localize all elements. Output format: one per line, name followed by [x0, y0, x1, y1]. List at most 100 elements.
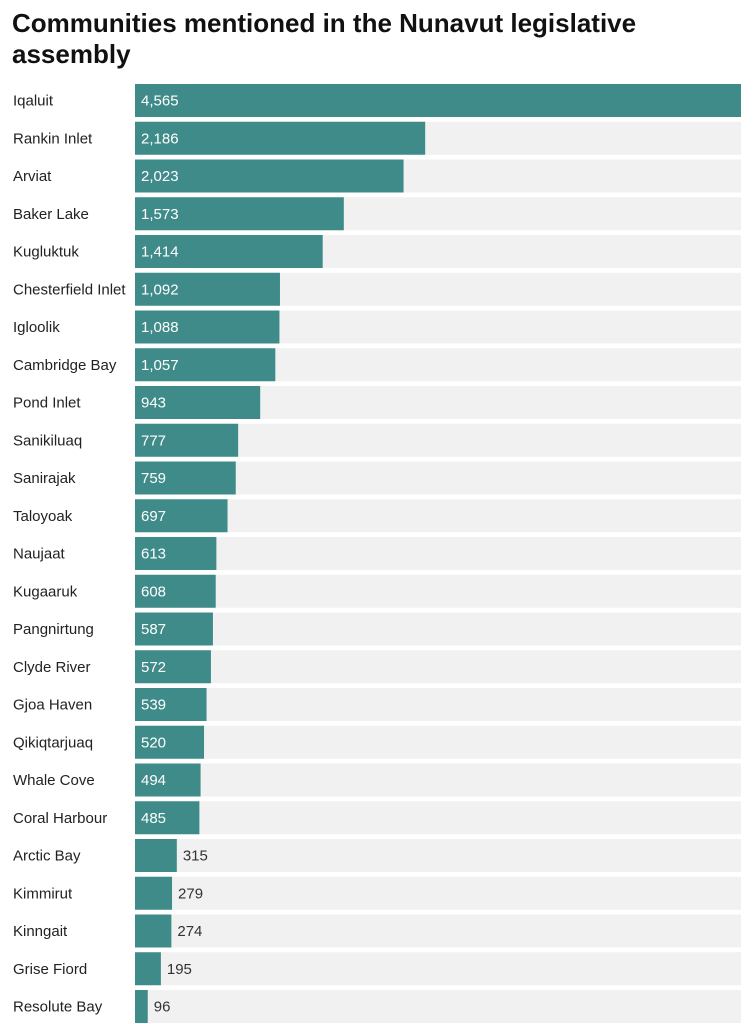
value-label: 96	[154, 999, 171, 1016]
value-label: 195	[167, 961, 192, 978]
bar-track	[135, 990, 741, 1023]
bar	[135, 574, 216, 608]
value-label: 697	[141, 508, 166, 525]
bar	[135, 235, 323, 268]
bar-track	[135, 725, 741, 759]
category-label: Kinngait	[13, 923, 68, 940]
category-label: Taloyoak	[13, 508, 73, 525]
category-label: Kugluktuk	[13, 244, 79, 261]
bar-row: Sanikiluaq 777	[13, 423, 741, 457]
bar-row: Sanirajak 759	[13, 461, 741, 495]
bar-row: Naujaat 613	[13, 537, 741, 570]
bar	[135, 839, 177, 872]
value-label: 943	[141, 395, 166, 412]
category-label: Naujaat	[13, 546, 66, 563]
bar	[135, 423, 239, 457]
value-label: 613	[141, 546, 166, 563]
category-label: Pangnirtung	[13, 621, 94, 638]
bar-row: Coral Harbour 485	[13, 801, 741, 835]
category-label: Iqaluit	[13, 93, 54, 110]
bar	[135, 386, 261, 419]
value-label: 539	[141, 697, 166, 714]
value-label: 2,023	[141, 168, 179, 185]
value-label: 1,057	[141, 357, 179, 374]
bar-row: Clyde River 572	[13, 650, 741, 684]
bar	[135, 914, 172, 948]
category-label: Arctic Bay	[13, 848, 81, 865]
bar-track	[135, 461, 741, 495]
category-label: Igloolik	[13, 319, 60, 336]
bar	[135, 990, 148, 1023]
bar-row: Kimmirut 279	[13, 876, 741, 910]
category-label: Kimmirut	[13, 885, 73, 902]
bar	[135, 159, 404, 193]
bar	[135, 650, 211, 684]
bar-row: Iqaluit 4,565	[13, 84, 741, 117]
bar	[135, 197, 344, 231]
bar-row: Rankin Inlet 2,186	[13, 121, 741, 155]
bar-row: Baker Lake 1,573	[13, 197, 741, 231]
bar-track	[135, 876, 741, 910]
value-label: 520	[141, 734, 166, 751]
bar-row: Igloolik 1,088	[13, 310, 741, 344]
bar	[135, 499, 228, 533]
value-label: 777	[141, 432, 166, 449]
category-label: Gjoa Haven	[13, 697, 92, 714]
category-label: Coral Harbour	[13, 810, 107, 827]
bar-track	[135, 537, 741, 570]
bar	[135, 348, 276, 382]
bar-track	[135, 688, 741, 721]
value-label: 1,414	[141, 244, 179, 261]
bar-row: Kinngait 274	[13, 914, 741, 948]
category-label: Whale Cove	[13, 772, 95, 789]
bar-row: Whale Cove 494	[13, 763, 741, 797]
bar-row: Arviat 2,023	[13, 159, 741, 193]
category-label: Cambridge Bay	[13, 357, 117, 374]
bar	[135, 121, 426, 155]
value-label: 759	[141, 470, 166, 487]
bar	[135, 310, 280, 344]
bar-track	[135, 952, 741, 986]
bar	[135, 272, 280, 306]
bar	[135, 537, 217, 570]
bar-row: Qikiqtarjuaq 520	[13, 725, 741, 759]
bar	[135, 461, 236, 495]
bar	[135, 612, 213, 646]
value-label: 494	[141, 772, 166, 789]
category-label: Sanikiluaq	[13, 432, 82, 449]
bar-chart: Iqaluit 4,565 Rankin Inlet 2,186 Arviat 2,023…	[13, 84, 741, 1023]
bar	[135, 84, 741, 117]
bar-track	[135, 763, 741, 797]
bar-row: Kugaaruk 608	[13, 574, 741, 608]
chart-title: Communities mentioned in the Nunavut leg…	[12, 8, 637, 69]
value-label: 315	[183, 848, 208, 865]
category-label: Clyde River	[13, 659, 91, 676]
bar-track	[135, 801, 741, 835]
bar	[135, 801, 200, 835]
bar	[135, 725, 205, 759]
category-label: Kugaaruk	[13, 583, 78, 600]
value-label: 587	[141, 621, 166, 638]
bar-track	[135, 839, 741, 872]
bar-row: Chesterfield Inlet 1,092	[13, 272, 741, 306]
value-label: 4,565	[141, 93, 179, 110]
bar-track	[135, 650, 741, 684]
value-label: 274	[177, 923, 202, 940]
bar-row: Gjoa Haven 539	[13, 688, 741, 721]
category-label: Chesterfield Inlet	[13, 281, 126, 298]
bar-row: Kugluktuk 1,414	[13, 235, 741, 268]
value-label: 2,186	[141, 130, 179, 147]
bar-row: Resolute Bay 96	[13, 990, 741, 1023]
category-label: Rankin Inlet	[13, 130, 93, 147]
bar-row: Arctic Bay 315	[13, 839, 741, 872]
category-label: Baker Lake	[13, 206, 89, 223]
bar-track	[135, 612, 741, 646]
bar	[135, 763, 201, 797]
bar	[135, 876, 173, 910]
category-label: Qikiqtarjuaq	[13, 734, 93, 751]
category-label: Grise Fiord	[13, 961, 87, 978]
value-label: 608	[141, 583, 166, 600]
bar-track	[135, 914, 741, 948]
bar-row: Grise Fiord 195	[13, 952, 741, 986]
value-label: 1,088	[141, 319, 179, 336]
